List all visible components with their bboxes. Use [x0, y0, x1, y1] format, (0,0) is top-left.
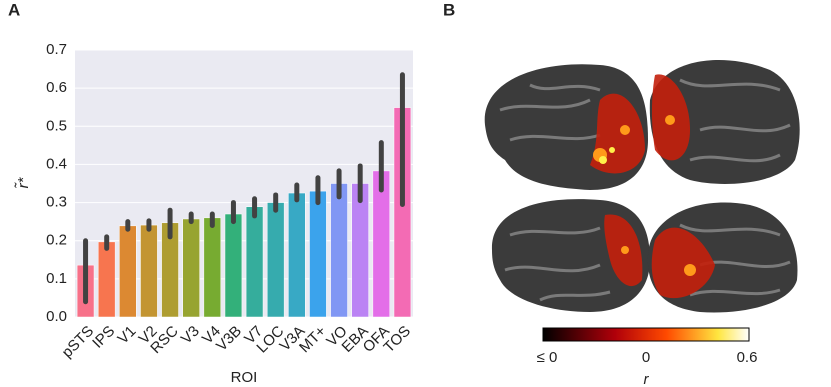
- y-axis-label: r̃*: [15, 176, 32, 188]
- panel-label: B: [443, 0, 455, 19]
- x-axis-label: ROI: [231, 369, 258, 386]
- bar: [372, 170, 391, 318]
- bar: [97, 241, 116, 318]
- y-tick-label: 0.6: [46, 79, 67, 96]
- bar: [351, 183, 369, 318]
- bar: [182, 218, 200, 318]
- y-tick-label: 0.0: [46, 308, 67, 325]
- brain-images: [484, 60, 800, 313]
- colorbar-label: 0: [642, 349, 650, 366]
- colorbar-title: r: [644, 371, 650, 387]
- y-tick-label: 0.1: [46, 270, 67, 287]
- bar: [266, 202, 285, 318]
- y-tick-label: 0.5: [46, 117, 67, 134]
- bar: [203, 217, 222, 318]
- bar: [288, 192, 306, 318]
- y-tick-label: 0.2: [46, 232, 67, 249]
- bar: [119, 225, 137, 318]
- bar: [309, 190, 327, 318]
- x-tick-label: IPS: [89, 323, 118, 352]
- y-tick-label: 0.7: [46, 41, 67, 58]
- bar: [140, 224, 158, 318]
- colorbar-label: ≤ 0: [537, 349, 558, 366]
- y-tick-label: 0.4: [46, 155, 67, 172]
- y-tick-label: 0.3: [46, 194, 67, 211]
- bar: [224, 213, 243, 318]
- colorbar: [542, 327, 750, 342]
- bar: [330, 183, 348, 318]
- colorbar-label: 0.6: [737, 349, 758, 366]
- x-tick-label: V3B: [213, 323, 245, 355]
- panel-label: A: [8, 0, 20, 19]
- bar: [245, 206, 264, 318]
